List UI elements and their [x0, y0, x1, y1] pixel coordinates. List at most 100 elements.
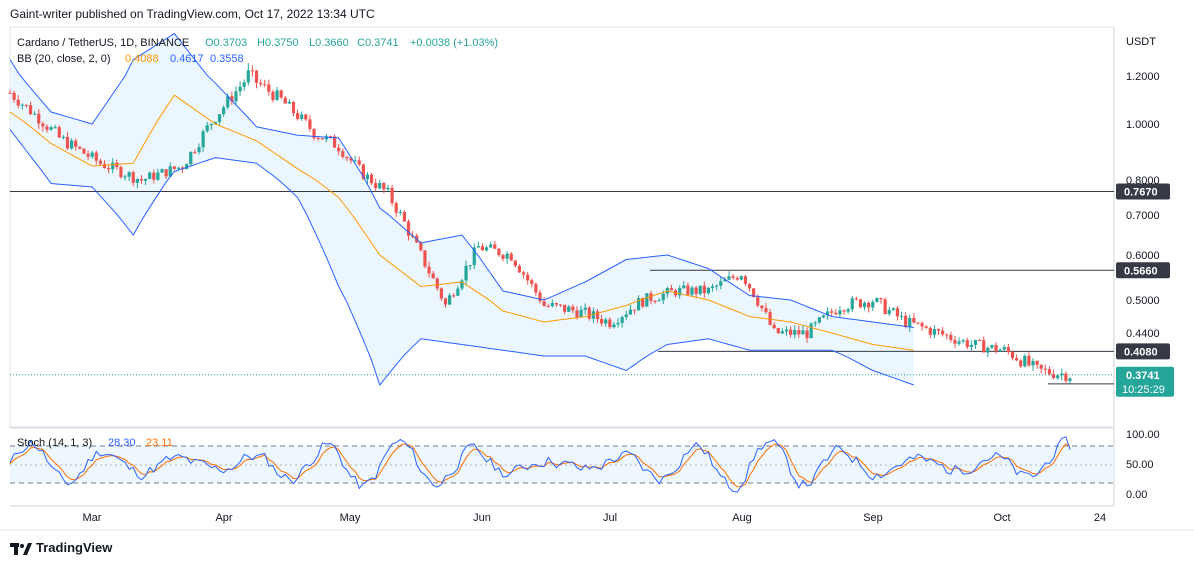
candle-body [575, 310, 579, 318]
candle-body [213, 121, 218, 124]
time-tick-label: 24 [1094, 512, 1106, 524]
candle-body [945, 334, 949, 336]
candle-body [489, 244, 493, 248]
candle-body [509, 253, 513, 261]
candle-body [686, 285, 690, 295]
candle-body [28, 105, 33, 115]
candle-body [57, 127, 61, 138]
candle-body [920, 322, 924, 327]
stoch-lines [9, 436, 1071, 493]
candle-body [312, 128, 316, 139]
candle-body [513, 260, 517, 266]
candle-body [862, 302, 867, 308]
candle-body [682, 285, 686, 288]
bollinger-lines [9, 32, 915, 387]
candle-body [33, 113, 37, 115]
candle-body [328, 136, 333, 138]
candle-body [152, 172, 156, 180]
candle-body [702, 285, 706, 294]
candle-body [102, 163, 107, 169]
candles [8, 63, 1072, 384]
tradingview-logo[interactable]: TradingView [10, 540, 112, 555]
candle-body [628, 309, 632, 315]
candle-body [612, 324, 616, 328]
candle-body [953, 339, 957, 344]
candle-body [789, 329, 793, 335]
candle-body [854, 298, 858, 300]
candle-body [912, 317, 916, 323]
candle-body [86, 153, 90, 157]
candle-body [550, 303, 554, 307]
candle-body [172, 166, 176, 169]
candle-body [131, 172, 135, 183]
bollinger-lower-line [9, 129, 915, 387]
candle-body [185, 164, 189, 170]
candle-body [8, 92, 12, 94]
candle-body [534, 283, 538, 293]
bollinger-fill [10, 33, 914, 386]
legend-change: +0.0038 (+1.03%) [410, 37, 498, 49]
candle-body [637, 298, 641, 311]
level-price-tag [1116, 183, 1170, 200]
bb-basis-value: 0.4088 [125, 53, 159, 65]
candle-body [801, 330, 805, 335]
candle-body [600, 318, 604, 324]
time-tick-label: May [340, 512, 361, 524]
candle-body [439, 288, 443, 299]
candle-body [287, 101, 291, 104]
candle-body [957, 341, 961, 344]
candle-body [780, 331, 785, 334]
candle-body [887, 309, 891, 315]
price-tick-label: 1.0000 [1126, 119, 1160, 131]
candle-body [571, 306, 575, 311]
candle-body [423, 250, 427, 267]
candle-body [867, 302, 871, 308]
candle-body [1010, 351, 1015, 359]
candle-body [719, 281, 723, 286]
stoch-tick-label: 50.00 [1126, 459, 1154, 471]
support-resistance-levels [10, 191, 1114, 385]
bollinger-basis-line [9, 94, 914, 351]
candle-body [752, 288, 756, 297]
legend-close: C0.3741 [357, 37, 399, 49]
candle-body [283, 97, 287, 104]
candle-body [70, 140, 74, 149]
candle-body [698, 285, 702, 294]
candle-body [361, 164, 365, 180]
candle-body [460, 280, 464, 289]
stoch-tick-label: 100.00 [1126, 429, 1160, 441]
candle-body [932, 329, 937, 335]
candle-body [45, 126, 49, 130]
candle-body [369, 174, 374, 184]
candle-body [123, 176, 127, 178]
candle-body [345, 157, 349, 159]
candle-body [604, 319, 608, 324]
level-price-tag [1116, 343, 1170, 360]
candle-body [304, 114, 308, 120]
candle-body [16, 99, 20, 106]
candle-body [484, 247, 489, 251]
candle-body [1031, 360, 1035, 366]
candle-body [435, 278, 439, 289]
candle-body [690, 287, 694, 295]
bollinger-band-fill [10, 33, 914, 386]
candle-body [883, 299, 887, 315]
candle-body [969, 344, 973, 348]
candle-body [148, 172, 152, 179]
candle-body [1019, 360, 1023, 367]
candle-body [768, 312, 772, 325]
candle-body [558, 304, 563, 306]
candle-body [480, 246, 485, 251]
candle-body [760, 305, 764, 309]
candle-body [1035, 360, 1039, 365]
candle-body [12, 92, 16, 100]
time-tick-label: Oct [993, 512, 1010, 524]
publish-header: Gaint-writer published on TradingView.co… [10, 7, 375, 21]
candle-body [390, 187, 394, 204]
stoch-label: Stoch (14, 1, 3) [17, 437, 92, 449]
candle-body [472, 247, 476, 266]
candle-body [879, 298, 883, 300]
candle-body [90, 152, 94, 157]
candle-body [756, 296, 760, 306]
